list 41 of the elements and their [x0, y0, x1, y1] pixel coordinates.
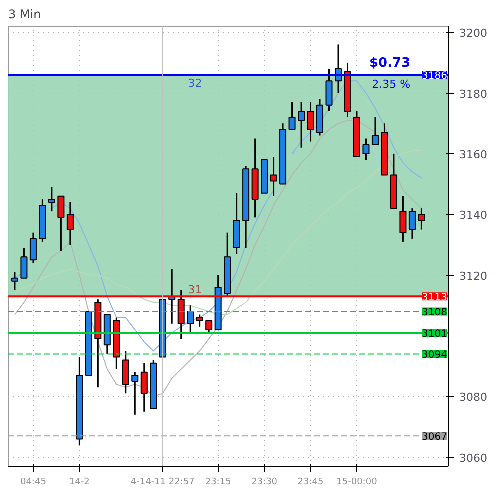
y-tick-label: 3060	[460, 452, 488, 465]
candlestick	[408, 208, 416, 240]
y-tick-label: 3160	[460, 148, 488, 162]
candlestick	[206, 320, 213, 334]
candlestick	[418, 208, 426, 231]
candlestick	[196, 314, 204, 328]
candlestick	[11, 272, 18, 292]
y-tick-label: 3180	[460, 88, 488, 101]
annotation: 32	[188, 77, 202, 90]
x-tick-label: 23:30	[252, 478, 278, 488]
candlestick	[270, 156, 278, 198]
candlestick	[372, 116, 379, 146]
y-tick-label: 3080	[460, 391, 488, 404]
candlestick	[288, 102, 296, 130]
candlestick	[298, 102, 306, 149]
candlestick	[140, 362, 148, 413]
x-tick-label: 14-2	[69, 478, 90, 488]
candlestick	[20, 247, 28, 280]
candlestick	[58, 196, 65, 252]
chart-title: 3 Min	[8, 8, 42, 22]
y-tick-label: 3140	[460, 209, 488, 222]
ref-line-label: 3067	[422, 432, 448, 444]
y-tick-label: 3200	[460, 27, 488, 40]
candlestick	[30, 232, 37, 264]
x-tick-label: 4-14-11 22:57	[130, 478, 195, 488]
annotation: $0.73	[369, 56, 411, 72]
candlestick	[66, 202, 74, 246]
candlestick	[307, 102, 314, 143]
x-tick-label: 04:45	[20, 478, 46, 488]
x-tick-label: 23:45	[298, 478, 324, 488]
candlestick	[362, 138, 370, 161]
candlestick	[187, 304, 194, 334]
y-tick-label: 3120	[460, 270, 488, 283]
annotation: 31	[188, 284, 202, 297]
candlestick	[132, 372, 139, 416]
x-tick-label: 15-00:00	[336, 478, 378, 488]
line-series	[14, 150, 422, 316]
annotation: 2.35 %	[372, 78, 411, 92]
x-tick-label: 23:15	[205, 478, 232, 488]
candlestick	[400, 196, 407, 243]
candlestick	[48, 186, 56, 212]
